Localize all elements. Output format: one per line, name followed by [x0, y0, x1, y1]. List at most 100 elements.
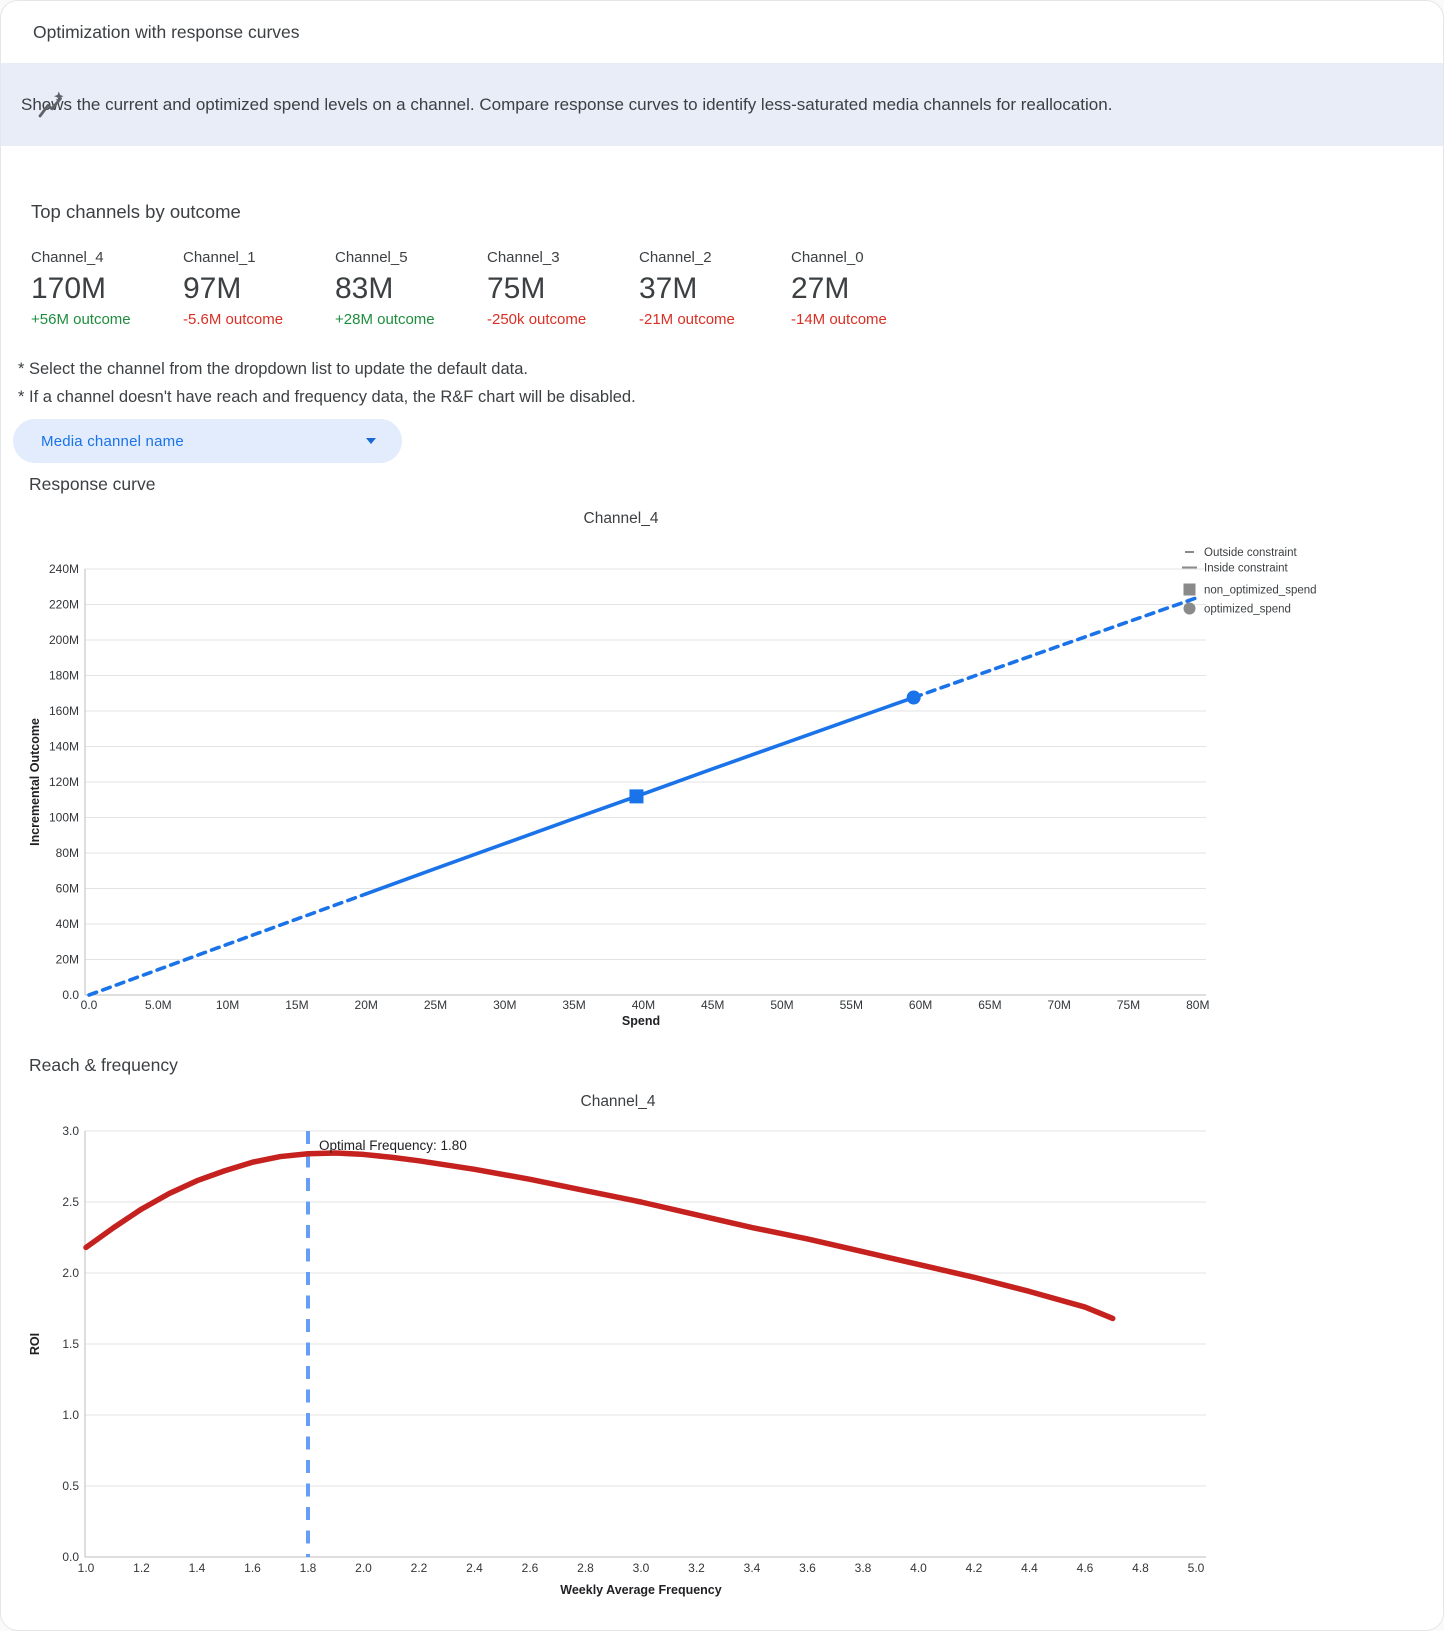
svg-text:0.0: 0.0: [62, 1550, 79, 1564]
svg-text:1.0: 1.0: [78, 1561, 95, 1575]
channel-outcome-value: 75M: [487, 272, 546, 305]
svg-text:Incremental Outcome: Incremental Outcome: [28, 718, 42, 846]
channel-outcome-delta: +56M outcome: [31, 311, 131, 328]
svg-text:80M: 80M: [1186, 998, 1209, 1012]
channel-outcome-delta: -5.6M outcome: [183, 311, 284, 328]
svg-text:1.2: 1.2: [133, 1561, 150, 1575]
svg-text:75M: 75M: [1117, 998, 1140, 1012]
channel-name: Channel_1: [183, 249, 256, 266]
svg-text:2.2: 2.2: [411, 1561, 428, 1575]
svg-text:1.6: 1.6: [244, 1561, 261, 1575]
channel-outcome-delta: -21M outcome: [639, 311, 735, 328]
svg-text:3.6: 3.6: [799, 1561, 816, 1575]
insights-icon: [38, 91, 64, 117]
svg-text:40M: 40M: [632, 998, 655, 1012]
svg-text:1.4: 1.4: [189, 1561, 206, 1575]
svg-text:55M: 55M: [840, 998, 863, 1012]
svg-text:2.0: 2.0: [62, 1266, 79, 1280]
svg-text:200M: 200M: [49, 633, 79, 647]
svg-text:20M: 20M: [355, 998, 378, 1012]
svg-text:4.2: 4.2: [966, 1561, 983, 1575]
svg-text:3.2: 3.2: [688, 1561, 705, 1575]
svg-text:1.5: 1.5: [62, 1337, 79, 1351]
svg-text:0.5: 0.5: [62, 1479, 79, 1493]
media-channel-dropdown[interactable]: Media channel name: [13, 419, 402, 463]
info-banner: Shows the current and optimized spend le…: [1, 63, 1443, 146]
svg-text:3.4: 3.4: [744, 1561, 761, 1575]
channel-name: Channel_5: [335, 249, 408, 266]
svg-text:2.5: 2.5: [62, 1195, 79, 1209]
svg-text:4.8: 4.8: [1132, 1561, 1149, 1575]
channel-outcome-value: 170M: [31, 272, 107, 305]
svg-text:50M: 50M: [770, 998, 793, 1012]
chevron-down-icon: [366, 438, 376, 444]
svg-text:4.6: 4.6: [1077, 1561, 1094, 1575]
channel-card: Channel_2 37M -21M outcome: [639, 249, 791, 328]
channel-outcome-delta: +28M outcome: [335, 311, 435, 328]
svg-text:60M: 60M: [56, 882, 79, 896]
svg-text:1.8: 1.8: [300, 1561, 317, 1575]
svg-text:2.6: 2.6: [522, 1561, 539, 1575]
svg-text:240M: 240M: [49, 562, 79, 576]
footnotes: * Select the channel from the dropdown l…: [18, 356, 636, 411]
channel-outcome-delta: -14M outcome: [791, 311, 887, 328]
top-channels-heading: Top channels by outcome: [31, 201, 241, 222]
channel-outcome-delta: -250k outcome: [487, 311, 587, 328]
svg-text:25M: 25M: [424, 998, 447, 1012]
page-title: Optimization with response curves: [33, 22, 300, 42]
channel-outcome-value: 37M: [639, 272, 698, 305]
svg-text:Spend: Spend: [622, 1014, 660, 1028]
channel-card: Channel_5 83M +28M outcome: [335, 249, 487, 328]
channel-outcome-value: 97M: [183, 272, 242, 305]
channel-card: Channel_3 75M -250k outcome: [487, 249, 639, 328]
svg-text:140M: 140M: [49, 740, 79, 754]
svg-text:160M: 160M: [49, 704, 79, 718]
svg-text:120M: 120M: [49, 775, 79, 789]
channel-card: Channel_1 97M -5.6M outcome: [183, 249, 335, 328]
svg-text:80M: 80M: [56, 846, 79, 860]
svg-text:Channel_4: Channel_4: [581, 1093, 656, 1110]
svg-text:10M: 10M: [216, 998, 239, 1012]
banner-description: Shows the current and optimized spend le…: [21, 94, 1113, 114]
svg-text:30M: 30M: [493, 998, 516, 1012]
top-channels-row: Channel_4 170M +56M outcome Channel_1 97M -5.…: [31, 249, 943, 328]
response-curve-chart: Channel_4 0.0 20M 40M 60M 80M 100M 120M 140M 160M…: [28, 510, 1317, 1028]
svg-text:0.0: 0.0: [62, 988, 79, 1002]
svg-text:5.0M: 5.0M: [145, 998, 172, 1012]
svg-text:ROI: ROI: [28, 1333, 42, 1355]
svg-text:45M: 45M: [701, 998, 724, 1012]
svg-text:4.0: 4.0: [910, 1561, 927, 1575]
channel-outcome-value: 83M: [335, 272, 394, 305]
svg-text:60M: 60M: [909, 998, 932, 1012]
svg-text:optimized_spend: optimized_spend: [1204, 604, 1291, 616]
svg-text:Optimal Frequency: 1.80: Optimal Frequency: 1.80: [319, 1138, 467, 1153]
footnote-1: * Select the channel from the dropdown l…: [18, 360, 529, 378]
svg-text:Weekly Average Frequency: Weekly Average Frequency: [560, 1583, 721, 1597]
channel-name: Channel_0: [791, 249, 864, 266]
svg-text:70M: 70M: [1048, 998, 1071, 1012]
svg-text:40M: 40M: [56, 917, 79, 931]
channel-card: Channel_4 170M +56M outcome: [31, 249, 183, 328]
svg-text:2.0: 2.0: [355, 1561, 372, 1575]
svg-text:180M: 180M: [49, 669, 79, 683]
svg-text:35M: 35M: [562, 998, 585, 1012]
svg-text:3.8: 3.8: [855, 1561, 872, 1575]
svg-text:20M: 20M: [56, 953, 79, 967]
svg-text:Inside constraint: Inside constraint: [1204, 563, 1289, 575]
svg-text:3.0: 3.0: [633, 1561, 650, 1575]
svg-text:65M: 65M: [978, 998, 1001, 1012]
svg-text:220M: 220M: [49, 598, 79, 612]
svg-text:2.8: 2.8: [577, 1561, 594, 1575]
channel-name: Channel_2: [639, 249, 712, 266]
svg-text:non_optimized_spend: non_optimized_spend: [1204, 585, 1317, 597]
channel-name: Channel_3: [487, 249, 560, 266]
channel-name: Channel_4: [31, 249, 104, 266]
media-channel-dropdown-label: Media channel name: [41, 432, 184, 450]
svg-text:0.0: 0.0: [81, 998, 98, 1012]
channel-outcome-value: 27M: [791, 272, 850, 305]
svg-text:2.4: 2.4: [466, 1561, 483, 1575]
svg-text:100M: 100M: [49, 811, 79, 825]
svg-text:Channel_4: Channel_4: [584, 510, 659, 527]
svg-text:Outside constraint: Outside constraint: [1204, 547, 1297, 559]
